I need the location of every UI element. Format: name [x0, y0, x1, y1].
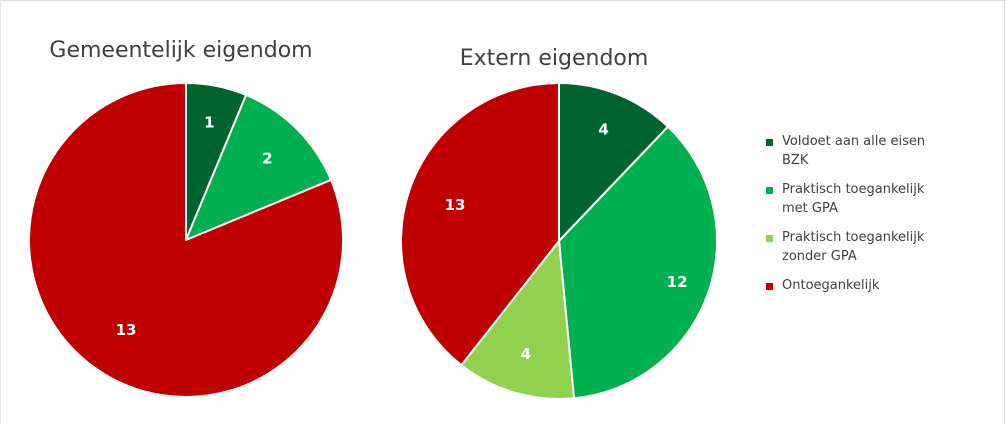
- pie-2-slice-met-gpa: [558, 125, 718, 400]
- legend-label-met-gpa-line2: met GPA: [782, 201, 838, 216]
- pie-2-label-voldoet: 4: [598, 121, 608, 139]
- pie-2-label-met-gpa: 12: [667, 273, 688, 291]
- pie-1-title: Gemeentelijk eigendom: [49, 38, 312, 63]
- legend-item-met-gpa: Praktisch toegankelijk met GPA: [766, 180, 986, 218]
- pie-2-title: Extern eigendom: [460, 46, 649, 71]
- pie-1-gemeentelijk: 1 2 13: [28, 82, 344, 398]
- pie-2-slice-voldoet: [558, 82, 670, 242]
- legend-label-ontoegankelijk-line1: Ontoegankelijk: [782, 278, 880, 293]
- legend: Voldoet aan alle eisen BZK Praktisch toe…: [766, 132, 986, 305]
- pie-2-slice-ontoegankelijk: [399, 82, 560, 367]
- legend-swatch-met-gpa: [766, 187, 773, 194]
- legend-item-zonder-gpa: Praktisch toegankelijk zonder GPA: [766, 228, 986, 266]
- pie-2-label-ontoegankelijk: 13: [445, 196, 466, 214]
- legend-item-ontoegankelijk: Ontoegankelijk: [766, 276, 986, 295]
- legend-swatch-zonder-gpa: [766, 235, 773, 242]
- pie-1-slice-met-gpa: [185, 93, 333, 241]
- legend-label-zonder-gpa-line1: Praktisch toegankelijk: [782, 230, 925, 245]
- legend-item-voldoet: Voldoet aan alle eisen BZK: [766, 132, 986, 170]
- pie-1-label-ontoegankelijk: 13: [116, 321, 137, 339]
- pie-1-slice-ontoegankelijk: [28, 82, 344, 398]
- pie-1-label-met-gpa: 2: [262, 150, 272, 168]
- pie-2-slice-zonder-gpa: [460, 240, 576, 400]
- legend-label-met-gpa-line1: Praktisch toegankelijk: [782, 182, 925, 197]
- legend-swatch-ontoegankelijk: [766, 283, 773, 290]
- pie-2-extern: 4 12 4 13: [399, 82, 718, 400]
- frame-left-rule: [0, 0, 1, 424]
- legend-label-voldoet-line2: BZK: [782, 153, 809, 168]
- pie-1-label-voldoet: 1: [204, 113, 214, 131]
- legend-label-zonder-gpa-line2: zonder GPA: [782, 249, 857, 264]
- pie-2-label-zonder-gpa: 4: [521, 345, 531, 363]
- legend-label-voldoet-line1: Voldoet aan alle eisen: [782, 134, 926, 149]
- legend-swatch-voldoet: [766, 139, 773, 146]
